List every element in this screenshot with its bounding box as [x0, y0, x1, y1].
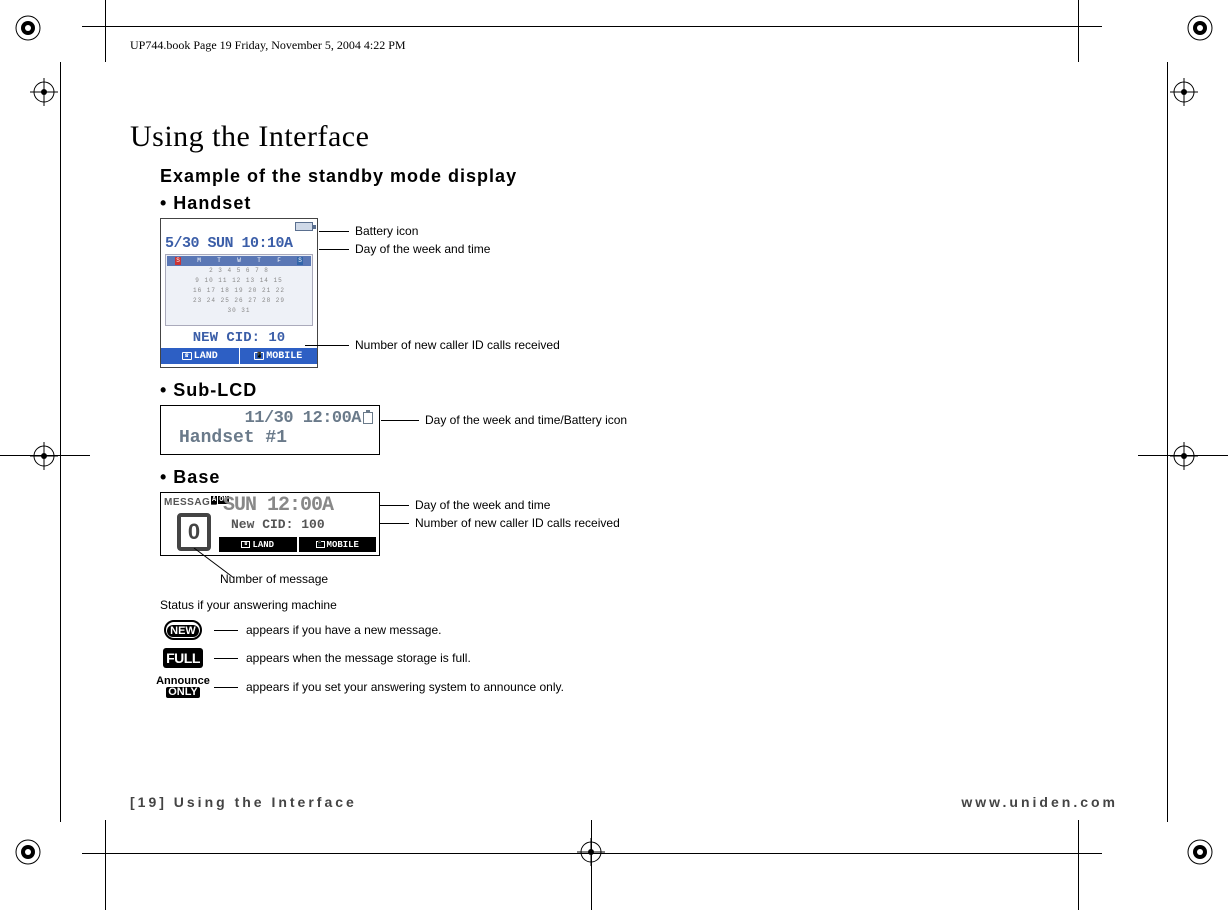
sublcd-line1: 11/30 12:00A — [161, 406, 379, 428]
side-mark — [1170, 442, 1198, 470]
draft-header: UP744.book Page 19 Friday, November 5, 2… — [130, 38, 406, 53]
base-lcd: MESSAGE AON SUN 12:00A New CID: 100 0 ☎L… — [160, 492, 380, 556]
side-mark — [1170, 78, 1198, 106]
callout-base-newcid: Number of new caller ID calls received — [415, 516, 620, 530]
handset-date: 5/30 SUN 10:10A — [161, 235, 317, 252]
base-message-label: MESSAGE — [164, 497, 218, 508]
callout-msgcount: Number of message — [220, 572, 328, 586]
handset-newcid: NEW CID: 10 — [161, 328, 317, 348]
callout-battery: Battery icon — [355, 224, 418, 238]
new-icon: NEW — [160, 620, 206, 640]
sublcd-heading: • Sub-LCD — [160, 380, 1118, 401]
status-list: NEW appears if you have a new message. F… — [160, 620, 1118, 698]
status-row-new: NEW appears if you have a new message. — [160, 620, 1118, 640]
crop-mark — [14, 838, 42, 866]
status-desc: appears if you have a new message. — [246, 623, 441, 637]
handset-lcd: 5/30 SUN 10:10A SMTWTFS 2 3 4 5 6 7 89 1… — [160, 218, 318, 368]
base-newcid: New CID: 100 — [231, 517, 325, 532]
callout-daytime: Day of the week and time — [355, 242, 490, 256]
crop-mark — [1186, 14, 1214, 42]
bottom-mark — [577, 838, 605, 866]
status-row-announce: Announce ONLY appears if you set your an… — [160, 676, 1118, 698]
callout-status: Status if your answering machine — [160, 598, 1118, 612]
footer-left: [19] Using the Interface — [130, 794, 357, 810]
status-desc: appears if you set your answering system… — [246, 680, 564, 694]
page-footer: [19] Using the Interface www.uniden.com — [130, 794, 1118, 810]
callout-base-daytime: Day of the week and time — [415, 498, 550, 512]
side-mark — [30, 442, 58, 470]
page-title: Using the Interface — [130, 120, 1118, 154]
crop-mark — [1186, 838, 1214, 866]
status-desc: appears when the message storage is full… — [246, 651, 471, 665]
side-mark — [30, 78, 58, 106]
battery-icon — [295, 222, 313, 231]
callout-sublcd: Day of the week and time/Battery icon — [425, 413, 627, 427]
section-subtitle: Example of the standby mode display — [160, 166, 1118, 187]
sublcd-panel: 11/30 12:00A Handset #1 — [160, 405, 380, 455]
calendar-grid: SMTWTFS 2 3 4 5 6 7 89 10 11 12 13 14 15… — [165, 254, 313, 326]
callout-newcid: Number of new caller ID calls received — [355, 338, 560, 352]
base-heading: • Base — [160, 467, 1118, 488]
land-tab: ☎LAND — [161, 348, 239, 364]
base-mobile-tab: 📱MOBILE — [299, 537, 377, 552]
base-time: SUN 12:00A — [223, 494, 333, 517]
mobile-tab: 📱MOBILE — [239, 348, 318, 364]
sublcd-line2: Handset #1 — [161, 428, 379, 448]
full-icon: FULL — [160, 648, 206, 668]
announce-icon: Announce ONLY — [160, 676, 206, 698]
battery-icon-small — [363, 412, 373, 424]
status-row-full: FULL appears when the message storage is… — [160, 648, 1118, 668]
base-message-count: 0 — [177, 513, 211, 551]
handset-heading: • Handset — [160, 193, 1118, 214]
crop-mark — [14, 14, 42, 42]
footer-url: www.uniden.com — [961, 794, 1118, 810]
